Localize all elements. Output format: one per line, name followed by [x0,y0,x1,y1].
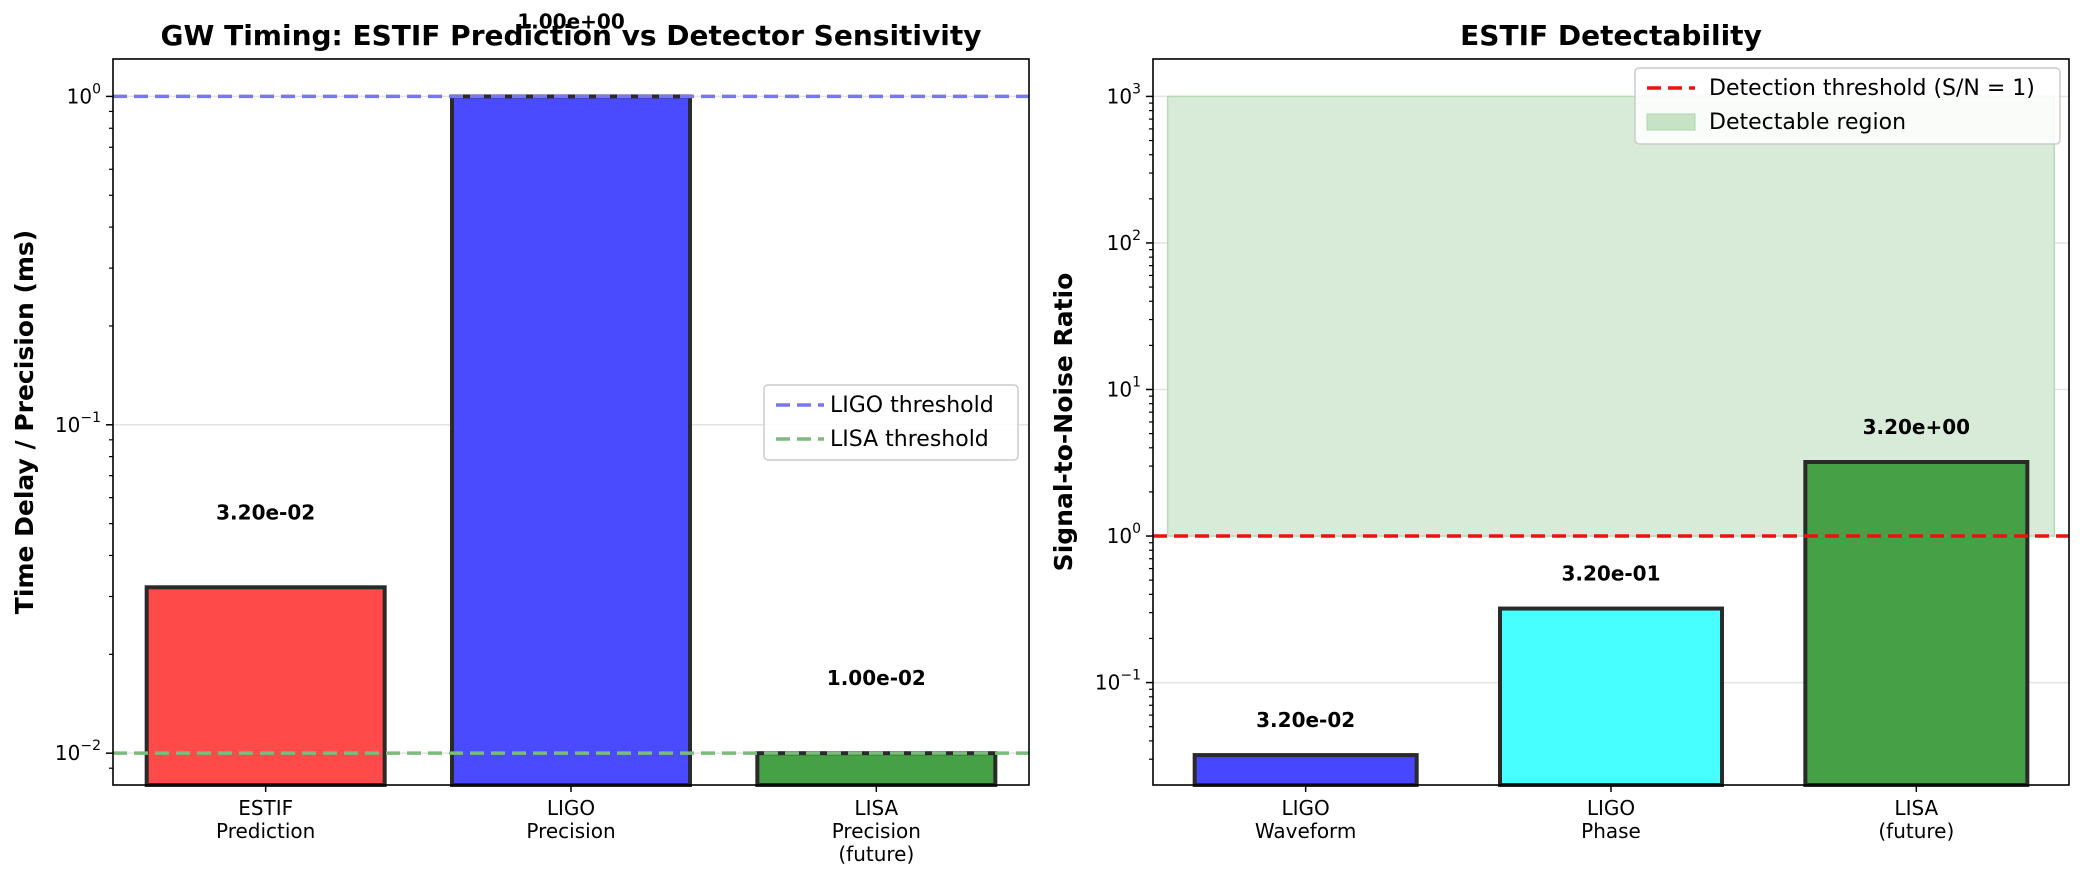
bar [1803,460,2030,787]
y-tick-label: 100 [1107,521,1141,548]
x-tick-label: LIGO Phase [1581,796,1641,843]
legend-swatch [1646,113,1696,131]
y-tick-label: 10−1 [1095,668,1141,695]
bar [1498,606,1724,788]
bar-value-label: 3.20e+00 [1863,415,1971,439]
x-tick-label: LIGO Waveform [1255,796,1357,843]
timing-chart-panel: 3.20e-02 1.00e+00 1.00e-02 10−2 10−1 100 ESTIF… [10,9,1030,866]
y-tick-label: 103 [1107,81,1141,108]
bar [144,585,387,787]
bar-value-label: 1.00e+00 [517,9,625,33]
bar [450,94,692,788]
x-tick-label: LIGO Precision [526,796,615,843]
bar [755,751,998,788]
legend: LIGO threshold LISA threshold [763,384,1019,461]
legend-label: Detection threshold (S/N = 1) [1709,76,2035,101]
bar-value-label: 3.20e-02 [1256,708,1355,732]
legend-label: LISA threshold [830,427,989,452]
y-tick-label: 10−1 [55,410,101,437]
y-tick-label: 100 [67,81,101,108]
x-tick-label: ESTIF Prediction [216,796,315,843]
bar [1192,753,1419,787]
legend-box [1634,67,2061,145]
detectability-chart-panel: 3.20e-02 3.20e-01 3.20e+00 10−1 100 101 102 103… [1049,19,2070,843]
bar-value-label: 3.20e-02 [216,500,315,524]
chart-title: ESTIF Detectability [1460,19,1762,52]
legend: Detection threshold (S/N = 1) Detectable … [1634,67,2061,145]
bar-value-label: 1.00e-02 [827,666,926,690]
legend-label: Detectable region [1709,110,1906,135]
y-tick-label: 102 [1107,228,1141,255]
x-tick-label: LISA (future) [1878,796,1954,843]
y-axis-label: Time Delay / Precision (ms) [10,230,39,614]
legend-label: LIGO threshold [830,393,994,418]
y-tick-label: 10−2 [55,738,101,765]
chart-title: GW Timing: ESTIF Prediction vs Detector … [160,19,981,52]
x-tick-label: LISA Precision (future) [832,796,921,866]
bar-value-label: 3.20e-01 [1561,562,1660,586]
y-tick-label: 101 [1107,374,1141,401]
legend-box [763,384,1019,461]
y-axis-label: Signal-to-Noise Ratio [1049,273,1078,572]
